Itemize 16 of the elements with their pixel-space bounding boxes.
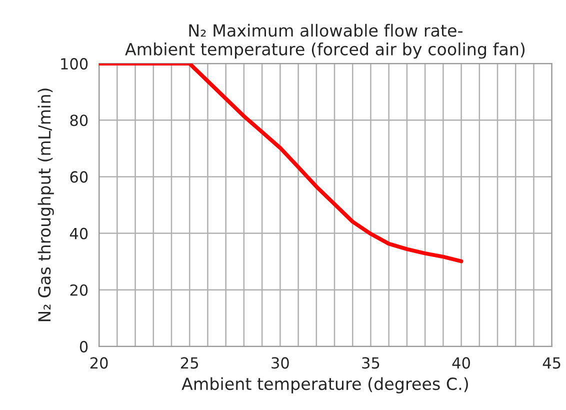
y-axis-title: N₂ Gas throughput (mL/min) [38, 88, 54, 322]
x-tick-label: 25 [181, 357, 198, 369]
y-tick-label: 60 [70, 171, 88, 183]
y-tick-label: 80 [70, 114, 88, 126]
x-tick-label: 35 [362, 357, 380, 369]
x-tick-label: 40 [452, 357, 470, 369]
chart-title: N₂ Maximum allowable flow rate- Ambient temperature (forced air by cooling fan) [125, 24, 525, 59]
x-tick-label: 30 [272, 357, 289, 369]
y-tick-label: 100 [61, 58, 88, 70]
x-tick-label: 20 [90, 357, 108, 369]
line-series [99, 64, 464, 264]
x-tick-label: 45 [542, 357, 560, 369]
y-tick-label: 20 [70, 284, 88, 296]
y-tick-label: 40 [70, 228, 88, 240]
y-tick-label: 0 [80, 340, 88, 352]
x-axis-title: Ambient temperature (degrees C.) [182, 377, 468, 394]
